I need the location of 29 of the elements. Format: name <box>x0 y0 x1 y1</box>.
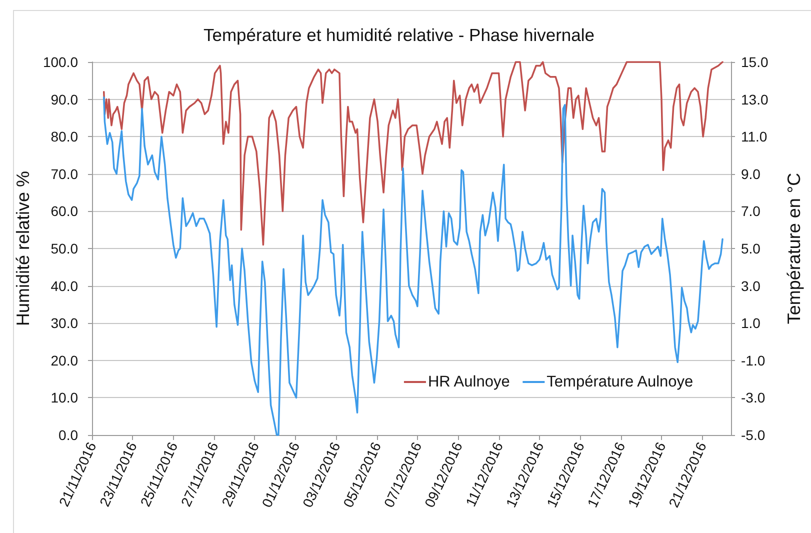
legend-label: Température Aulnoye <box>546 374 694 390</box>
y-tick-label: 0.0 <box>58 427 78 443</box>
y2-tick-label: 7.0 <box>741 203 761 220</box>
y-axis-title: Humidité relative % <box>13 170 34 326</box>
y2-tick-label: -5.0 <box>741 427 766 443</box>
y2-tick-label: 9.0 <box>741 166 761 182</box>
y-tick-label: 60.0 <box>50 203 78 220</box>
y2-tick-label: -1.0 <box>741 352 766 368</box>
y-tick-label: 100.0 <box>42 54 78 70</box>
y-tick-label: 90.0 <box>50 91 78 108</box>
y-tick-label: 50.0 <box>50 240 78 256</box>
y2-tick-label: 5.0 <box>741 240 761 256</box>
y-tick-label: 10.0 <box>50 390 78 406</box>
y2-tick-label: 1.0 <box>741 315 761 332</box>
y2-axis-title: Température en °C <box>784 172 804 324</box>
y-tick-label: 80.0 <box>50 128 78 145</box>
y2-tick-label: 3.0 <box>741 278 761 294</box>
line-series <box>102 61 724 246</box>
y2-tick-label: 11.0 <box>741 128 768 145</box>
line-series <box>102 96 724 436</box>
y-tick-label: 30.0 <box>50 315 78 332</box>
y-tick-label: 70.0 <box>50 166 78 182</box>
y-tick-label: 40.0 <box>50 278 78 294</box>
legend-label: HR Aulnoye <box>428 374 510 390</box>
y-tick-label: 20.0 <box>50 352 78 368</box>
y2-tick-label: -3.0 <box>741 390 766 406</box>
chart-title: Température et humidité relative - Phase hivernale <box>203 25 595 45</box>
y2-tick-label: 15.0 <box>741 54 768 70</box>
y2-tick-label: 13.0 <box>741 91 768 108</box>
